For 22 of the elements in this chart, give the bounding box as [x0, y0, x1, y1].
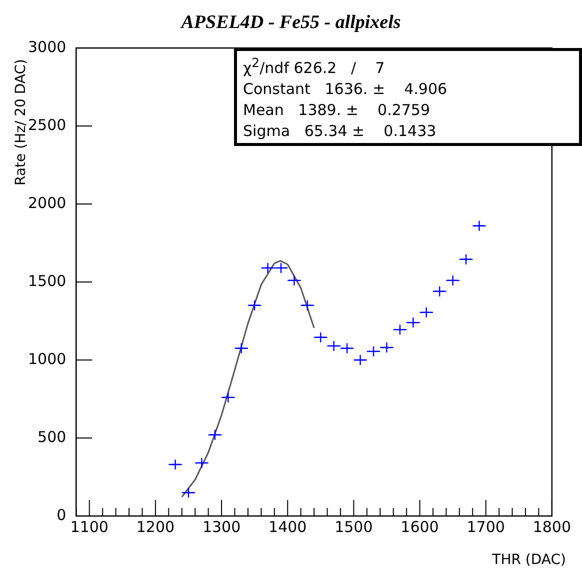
annotation: χ$^{2}$/ndf 626.2 / 7	[243, 54, 386, 79]
x-tick-label: 1800	[532, 518, 572, 536]
y-tick-label: 1500	[28, 272, 66, 290]
y-tick-label: 2500	[28, 116, 66, 134]
x-tick-label: 1700	[466, 518, 505, 536]
x-tick-label: 1600	[400, 518, 439, 536]
x-tick-label: 1500	[334, 518, 373, 536]
y-tick-label: 2000	[28, 194, 66, 212]
chart-title: APSEL4D - Fe55 - allpixels	[179, 12, 402, 34]
y-tick-label: 500	[38, 428, 66, 446]
x-axis-title: THR (DAC)	[492, 552, 566, 568]
y-tick-label: 3000	[28, 38, 66, 56]
x-tick-label: 1300	[202, 518, 241, 536]
x-tick-label: 1100	[70, 518, 108, 536]
x-tick-label: 1400	[268, 518, 307, 536]
annotation: Constant 1636. ± 4.906	[243, 79, 448, 100]
x-tick-label: 1200	[136, 518, 175, 536]
y-axis-title: Rate (Hz/ 20 DAC)	[13, 59, 29, 188]
annotation: Sigma 65.34 ± 0.1433	[243, 121, 438, 142]
annotation: Mean 1389. ± 0.2759	[243, 100, 432, 121]
y-tick-label: 0	[56, 506, 66, 524]
y-tick-label: 1000	[28, 350, 66, 368]
